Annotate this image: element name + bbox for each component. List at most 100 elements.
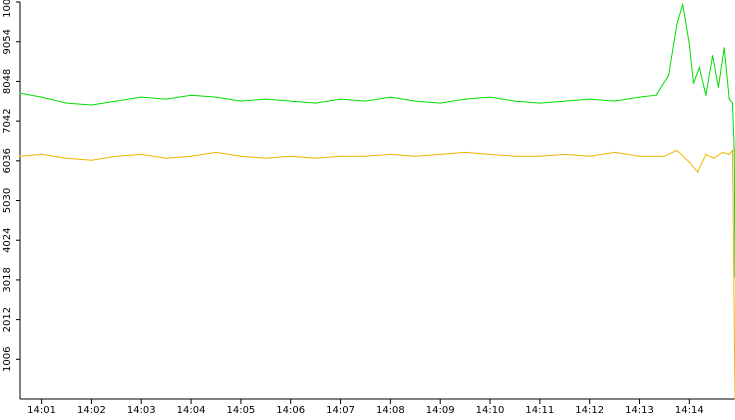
series-1-point (638, 96, 641, 98)
series-1-point (19, 92, 21, 94)
series-2-point (19, 155, 21, 157)
series-line-2 (19, 149, 735, 400)
series-2-point (697, 171, 699, 173)
series-1-point (265, 98, 267, 100)
series-2-point (140, 153, 142, 155)
series-1-point (290, 100, 292, 102)
series-1-point (115, 100, 117, 102)
series-1-point (539, 102, 541, 104)
y-tick-label: 9054 (2, 29, 13, 54)
x-tick-label: 14:11 (525, 405, 554, 415)
series-1-point (40, 96, 43, 98)
series-2-point (215, 151, 217, 153)
series-2-point (613, 151, 616, 153)
series-1-point (723, 47, 725, 49)
y-tick-label: 10061 (2, 0, 13, 18)
series-2-point (705, 153, 707, 155)
x-tick-label: 14:13 (625, 405, 654, 415)
series-1-point (667, 74, 670, 77)
series-1-point (414, 100, 416, 102)
series-2-point (240, 155, 242, 157)
series-2-point (65, 157, 68, 159)
series-2-point (339, 155, 342, 157)
series-1-point (728, 98, 730, 100)
series-2-point (713, 157, 715, 159)
x-tick-label: 14:02 (77, 405, 106, 415)
series-2-point (364, 155, 367, 157)
series-1-point (613, 100, 616, 102)
series-1-point (564, 100, 566, 102)
series-2-point (439, 153, 441, 155)
series-2-point (721, 151, 724, 153)
y-tick-label: 4024 (2, 227, 13, 252)
series-1-point (90, 104, 93, 106)
y-tick-label: 5030 (2, 188, 13, 213)
series-2-point (265, 157, 267, 159)
x-tick-label: 14:10 (476, 405, 505, 415)
series-2-point (731, 149, 734, 152)
series-2-point (165, 157, 167, 159)
series-2-point (564, 153, 566, 155)
x-axis-ticks: 14:01 14:02 14:03 14:04 14:05 14:06 14:07 14:08… (27, 399, 704, 416)
y-tick-label: 2012 (2, 307, 13, 332)
series-1-point (688, 43, 690, 45)
series-1-point (240, 100, 242, 102)
series-1-point (339, 98, 342, 100)
series-2-point (514, 155, 516, 157)
series-1-point (676, 23, 678, 25)
series-1-point (711, 55, 714, 57)
series-2-point (115, 155, 117, 157)
x-tick-label: 14:09 (426, 405, 455, 415)
series-2-point (290, 155, 292, 157)
series-2-point (676, 149, 678, 152)
series-1-point (315, 102, 317, 104)
series-2-point (663, 155, 666, 157)
series-1-point (165, 98, 167, 100)
series-1-point (439, 102, 441, 104)
series-1-point (190, 94, 192, 96)
series-1-point (514, 100, 516, 102)
series-1-point (733, 149, 735, 152)
x-tick-label: 14:03 (127, 405, 156, 415)
series-1-point (731, 102, 734, 104)
series-2-point (464, 151, 466, 153)
y-tick-label: 1006 (2, 347, 13, 372)
series-1-point (698, 66, 700, 69)
series-2-point (539, 155, 541, 157)
series-1-point (65, 102, 68, 104)
y-tick-label: 6036 (2, 148, 13, 173)
x-tick-label: 14:07 (326, 405, 355, 415)
series-1-point (364, 100, 367, 102)
x-tick-label: 14:14 (675, 405, 704, 415)
series-1-point (589, 98, 591, 100)
y-tick-label: 8048 (2, 69, 13, 94)
series-2-point (389, 153, 391, 155)
series-1-point (682, 3, 684, 6)
series-2-point (589, 155, 591, 157)
series-2-point (414, 155, 416, 157)
x-tick-label: 14:12 (575, 405, 604, 415)
y-tick-label: 7042 (2, 108, 13, 133)
axes (19, 2, 735, 400)
series-2-point (638, 155, 641, 157)
y-axis-ticks: 1006 2012 3018 4024 5030 6036 7042 8048 9054 1006… (2, 0, 20, 372)
x-tick-label: 14:04 (177, 405, 206, 415)
series-2-point (728, 153, 730, 155)
series-1-point (389, 96, 391, 98)
series-1-point (705, 94, 707, 96)
series-2-point (688, 161, 690, 163)
series-1-point (464, 98, 466, 100)
y-tick-label: 3018 (2, 267, 13, 292)
series-1-point (140, 96, 142, 98)
x-tick-label: 14:05 (226, 405, 255, 415)
series-2-point (40, 153, 43, 155)
x-tick-label: 14:08 (376, 405, 405, 415)
series-lines (19, 3, 735, 400)
series-1-point (489, 96, 491, 98)
series-1-point (215, 96, 217, 98)
x-tick-label: 14:01 (27, 405, 56, 415)
series-1-point (717, 86, 719, 88)
series-line-1 (19, 4, 735, 277)
